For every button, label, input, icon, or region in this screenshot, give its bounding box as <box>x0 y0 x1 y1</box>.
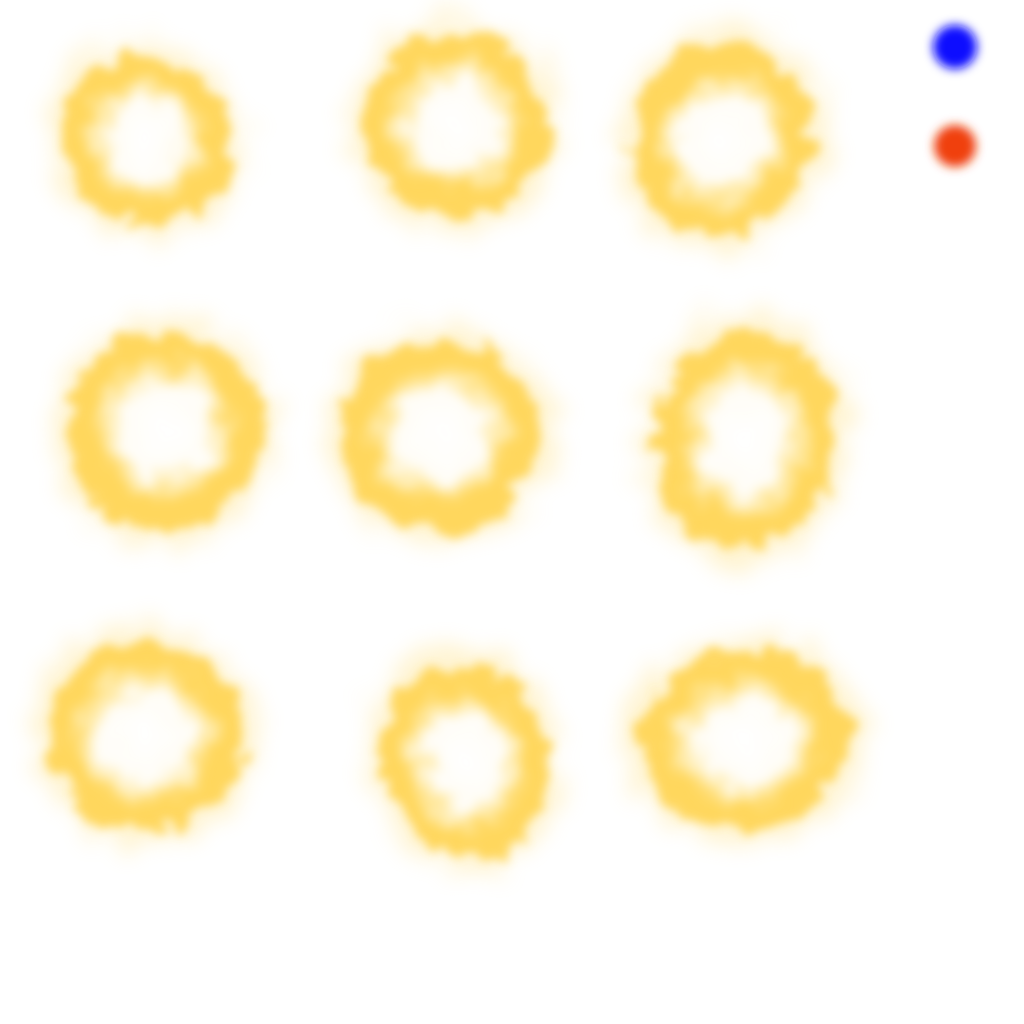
blob-core <box>383 53 527 197</box>
blob-core <box>663 669 827 811</box>
blob-frame-1 <box>48 41 242 239</box>
blob-frame-8 <box>369 646 561 874</box>
blob-frame-3 <box>619 28 825 252</box>
markers-layer <box>933 25 977 167</box>
red-dot-icon <box>934 125 976 167</box>
blob-core <box>400 682 530 838</box>
blob-frame-6 <box>641 313 849 567</box>
blob-core <box>362 360 518 510</box>
blob-frame-5 <box>325 325 555 545</box>
blob-frame-4 <box>52 317 278 543</box>
blob-core <box>79 72 211 208</box>
blob-core <box>68 660 222 810</box>
blob-core <box>652 64 792 216</box>
blob-frame-7 <box>32 625 258 845</box>
blob-frame-9 <box>624 636 866 844</box>
blob-frame-2 <box>349 19 561 231</box>
blue-dot-icon <box>933 25 977 69</box>
blob-core <box>88 353 242 507</box>
blob-core <box>674 354 816 526</box>
frames-layer <box>32 19 866 874</box>
